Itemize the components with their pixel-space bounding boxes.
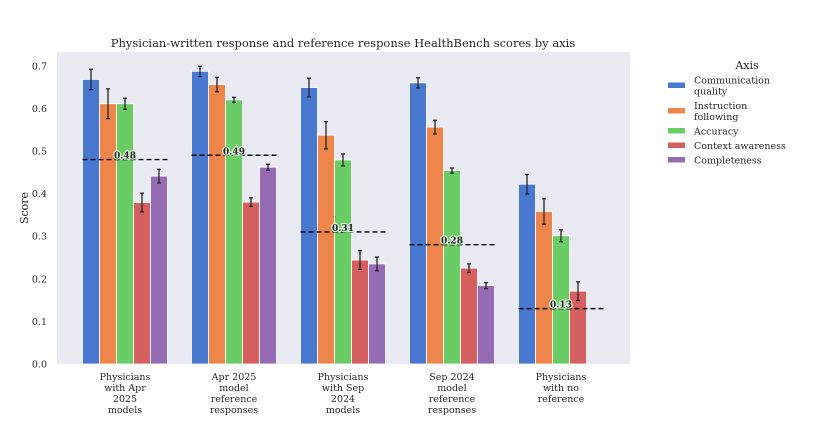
mean-label: 0.28 — [441, 237, 463, 247]
bar — [208, 84, 226, 365]
x-tick-label: Apr 2025 model reference responses — [210, 372, 258, 416]
y-tick-label: 0.6 — [32, 104, 47, 115]
legend-label-line: quality — [694, 87, 728, 98]
y-tick-label: 0.4 — [32, 189, 47, 200]
legend-label-line: following — [694, 112, 738, 123]
x-tick-label-line: 2024 — [331, 394, 355, 405]
y-tick-label: 0.2 — [32, 274, 47, 285]
legend-label-line: Communication — [694, 76, 770, 87]
x-tick-label-line: Physicians — [318, 372, 369, 383]
bar — [191, 70, 209, 365]
legend-label-line: Accuracy — [693, 127, 739, 138]
x-tick-label-line: 2025 — [113, 394, 137, 405]
legend-label: Communication quality — [694, 76, 770, 98]
bar — [351, 259, 369, 365]
x-tick-label-line: Physicians — [536, 372, 587, 383]
x-tick-label: Physicians with Sep 2024 models — [318, 372, 369, 416]
y-tick-label: 0.1 — [32, 317, 47, 328]
mean-label: 0.13 — [550, 301, 572, 311]
x-tick-label: Sep 2024 model reference responses — [428, 372, 476, 416]
x-tick-label-line: with Apr — [104, 383, 146, 394]
legend-title: Axis — [734, 59, 759, 72]
y-axis-label: Score — [18, 192, 31, 224]
bar — [99, 103, 117, 365]
y-tick-label: 0.3 — [32, 232, 47, 243]
x-tick-label-line: Sep 2024 — [429, 372, 474, 383]
bar — [518, 183, 536, 365]
x-tick-label-line: with Sep — [322, 383, 364, 394]
legend-swatch — [668, 108, 685, 114]
mean-label: 0.31 — [332, 224, 354, 234]
bar — [535, 211, 553, 365]
x-tick-label-line: models — [108, 405, 142, 416]
x-tick-label-line: with no — [543, 383, 579, 394]
x-tick-label-line: responses — [210, 405, 258, 416]
bar — [368, 263, 386, 365]
chart-title: Physician-written response and reference… — [111, 36, 576, 50]
x-tick-label-line: models — [326, 405, 360, 416]
y-tick-label: 0.5 — [32, 147, 47, 158]
legend-label: Instruction following — [694, 101, 747, 123]
bar — [150, 175, 168, 365]
bar — [477, 285, 495, 365]
bar — [409, 82, 427, 365]
bar — [569, 290, 587, 365]
x-tick-label: Physicians with no reference — [536, 372, 587, 405]
bar — [133, 202, 151, 365]
x-tick-label-line: reference — [211, 394, 258, 405]
x-tick-label-line: model — [437, 383, 466, 394]
legend-label-line: Context awareness — [694, 141, 786, 152]
y-tick-label: 0.7 — [32, 61, 47, 72]
bar — [317, 134, 335, 365]
x-tick-label-line: reference — [429, 394, 476, 405]
legend-label: Accuracy — [693, 127, 739, 138]
legend-label-line: Completeness — [694, 156, 762, 167]
bar — [300, 87, 318, 365]
bar — [334, 159, 352, 365]
x-tick-label-line: model — [219, 383, 248, 394]
legend-label: Completeness — [694, 156, 762, 167]
legend-swatch — [668, 157, 685, 163]
legend-swatch — [668, 128, 685, 134]
bar — [259, 166, 277, 365]
bar — [116, 103, 134, 365]
x-tick-label-line: Physicians — [100, 372, 151, 383]
x-tick-label-line: Apr 2025 — [211, 372, 257, 383]
bar — [225, 99, 243, 365]
legend-label-line: Instruction — [694, 101, 747, 112]
mean-label: 0.48 — [114, 152, 136, 162]
legend-swatch — [668, 82, 685, 88]
x-tick-label: Physicians with Apr 2025 models — [100, 372, 151, 416]
x-tick-label-line: responses — [428, 405, 476, 416]
mean-label: 0.49 — [223, 147, 245, 157]
bar — [443, 170, 461, 365]
y-tick-label: 0.0 — [32, 360, 47, 371]
x-tick-label-line: reference — [538, 394, 585, 405]
bar — [82, 79, 100, 365]
bar — [460, 267, 478, 365]
legend-label: Context awareness — [694, 141, 786, 152]
legend-swatch — [668, 142, 685, 148]
bar — [242, 201, 260, 365]
